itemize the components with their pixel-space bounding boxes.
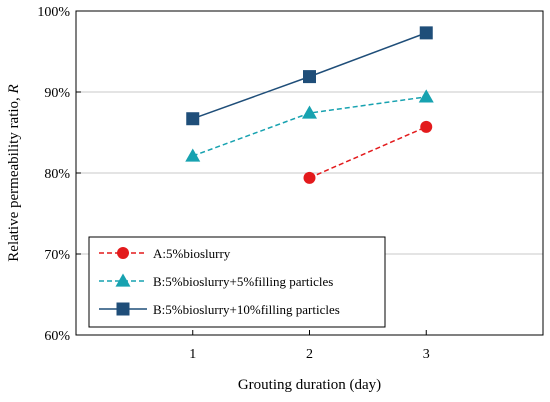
legend-entry: B:5%bioslurry+5%filling particles xyxy=(99,273,333,289)
data-point xyxy=(303,171,316,184)
x-tick-label: 1 xyxy=(189,347,196,362)
series-2 xyxy=(185,89,434,162)
series-3 xyxy=(186,26,433,126)
legend: A:5%bioslurry B:5%bioslurry+5%filling par… xyxy=(88,236,386,328)
y-tick-label: 100% xyxy=(37,5,70,20)
legend-marker xyxy=(116,302,130,316)
y-tick-label: 70% xyxy=(44,248,70,263)
x-tick-label: 2 xyxy=(306,347,313,362)
data-point xyxy=(302,105,317,119)
x-tick-label: 3 xyxy=(423,347,430,362)
legend-entry: B:5%bioslurry+10%filling particles xyxy=(99,302,340,317)
legend-marker xyxy=(115,273,131,287)
y-tick-label: 60% xyxy=(44,329,70,344)
y-tick-label: 80% xyxy=(44,167,70,182)
data-point xyxy=(419,26,433,40)
legend-marker xyxy=(117,247,129,259)
data-point xyxy=(420,120,433,133)
series-group xyxy=(185,26,434,184)
x-axis-ticks: 1 2 3 xyxy=(189,330,430,362)
series-line xyxy=(309,126,427,179)
series-1 xyxy=(303,120,433,184)
data-point xyxy=(303,70,316,84)
data-point xyxy=(186,112,200,126)
legend-label: B:5%bioslurry+5%filling particles xyxy=(153,274,333,289)
x-axis-label: Grouting duration (day) xyxy=(238,377,381,393)
legend-label: B:5%bioslurry+10%filling particles xyxy=(153,302,340,317)
data-point xyxy=(185,148,201,162)
legend-box xyxy=(88,236,386,328)
data-point xyxy=(418,89,434,103)
legend-entry: A:5%bioslurry xyxy=(99,246,231,261)
y-axis-label: Relative permeability ratio, R xyxy=(6,84,22,261)
y-axis-label-symbol: R xyxy=(6,84,22,94)
legend-label: A:5%bioslurry xyxy=(153,246,231,261)
y-axis-label-text: Relative permeability ratio, xyxy=(6,93,22,261)
y-axis-ticks: 60% 70% 80% 90% 100% xyxy=(37,5,81,344)
y-tick-label: 90% xyxy=(44,86,70,101)
